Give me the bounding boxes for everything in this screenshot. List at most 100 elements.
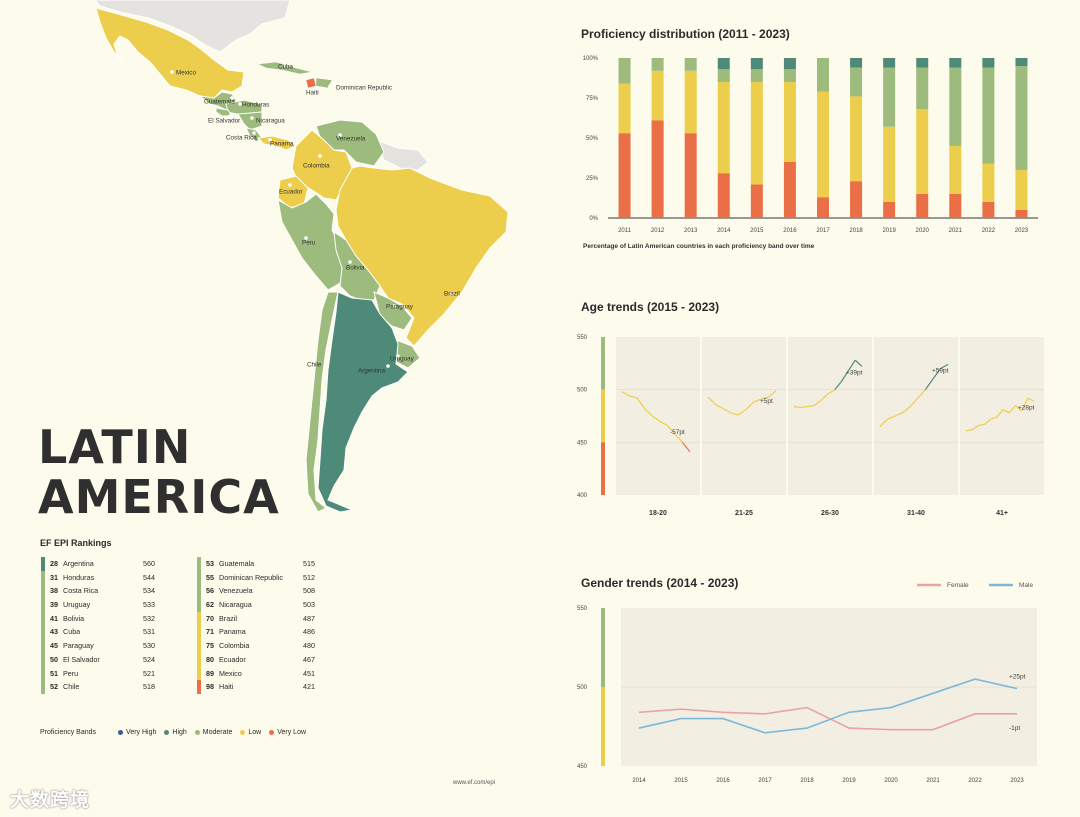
bar-segment-very-low	[949, 194, 962, 218]
age-trend-line-segment	[666, 425, 676, 435]
x-tick-label: 2014	[632, 778, 646, 784]
proficiency-chart-subtitle: Percentage of Latin American countries i…	[583, 243, 815, 250]
age-trend-line-segment	[753, 398, 762, 403]
ranking-row: 43 Cuba 531	[41, 625, 161, 640]
map-label-peru: Peru	[302, 240, 316, 247]
ranking-score: 421	[303, 682, 315, 692]
city-dot-mexico	[170, 70, 174, 74]
legend-item-very-low: Very Low	[269, 729, 306, 736]
country-mexico	[95, 7, 245, 99]
age-trend-line-segment	[834, 380, 843, 391]
city-dot-guatemala	[230, 96, 234, 100]
legend-dot	[118, 729, 124, 735]
ranking-score: 451	[303, 668, 315, 678]
age-trend-line-segment	[629, 395, 638, 399]
legend-dot	[240, 729, 246, 735]
age-group-label: 26-30	[821, 510, 839, 517]
region-title-line-1: LATIN	[38, 420, 192, 474]
ranking-row: 39 Uruguay 533	[41, 598, 161, 612]
age-trend-line-segment	[715, 403, 724, 410]
ranking-number: 62	[206, 600, 214, 610]
map-label-brazil: Brazil	[444, 291, 460, 298]
ranking-row: 28 Argentina 560	[41, 557, 161, 571]
age-trend-line-segment	[965, 429, 973, 432]
map-label-colombia: Colombia	[303, 163, 330, 170]
age-group-label: 41+	[996, 510, 1008, 517]
ranking-number: 43	[50, 627, 58, 637]
ranking-band-bar	[197, 652, 201, 667]
bar-segment-high	[783, 58, 796, 70]
bands-legend-label: Proficiency Bands	[40, 729, 97, 736]
country-argentina	[317, 291, 409, 513]
y-tick-label: 550	[577, 335, 588, 341]
age-trend-line-segment	[887, 415, 896, 420]
ranking-score: 486	[303, 627, 315, 637]
bar-segment-very-low	[750, 184, 763, 218]
map-label-haiti: Haiti	[306, 90, 319, 97]
legend-label: Very High	[126, 729, 157, 736]
ranking-score: 480	[303, 641, 315, 651]
x-tick-label: 2013	[684, 228, 698, 234]
city-dot-haiti	[316, 86, 320, 90]
ranking-band-bar	[41, 680, 45, 694]
latin-america-map: Mexico Cuba Dominican Republic Haiti Guatema…	[94, 0, 509, 513]
ranking-band-bar	[197, 557, 201, 571]
age-delta-label: +39pt	[846, 369, 863, 376]
map-label-bolivia: Bolivia	[346, 265, 365, 272]
x-tick-label: 2011	[618, 228, 632, 234]
map-label-nicaragua: Nicaragua	[256, 118, 285, 125]
country-nicaragua	[237, 111, 263, 131]
age-trend-line-segment	[1027, 397, 1035, 402]
age-trend-line-segment	[841, 370, 849, 382]
city-dot-el-salvador	[228, 114, 232, 118]
ranking-number: 45	[50, 641, 58, 651]
map-label-guatemala: Guatemala	[204, 99, 235, 106]
map-label-chile: Chile	[307, 362, 322, 369]
ranking-score: 467	[303, 654, 315, 664]
bar-segment-moderate	[982, 67, 995, 164]
ranking-country: Venezuela	[219, 586, 253, 596]
map-label-costa-rica: Costa Rica	[226, 135, 257, 142]
age-trend-line-segment	[722, 408, 731, 414]
y-tick-label: 450	[577, 440, 588, 446]
map-label-ecuador: Ecuador	[279, 189, 302, 196]
city-dot-nicaragua	[250, 116, 254, 120]
y-tick-label: 500	[577, 388, 588, 394]
country-haiti	[305, 77, 317, 89]
ranking-band-bar	[197, 598, 201, 612]
age-trend-line-segment	[737, 409, 747, 416]
ranking-band-bar	[41, 639, 45, 653]
footer-url[interactable]: www.ef.com/epi	[453, 780, 496, 786]
bar-segment-moderate	[817, 58, 829, 92]
age-trend-line-segment	[707, 396, 716, 405]
proficiency-strip-segment	[601, 337, 605, 390]
ranking-score: 524	[143, 654, 155, 664]
ranking-country: Nicaragua	[219, 600, 252, 610]
map-label-dominican-republic: Dominican Republic	[336, 85, 392, 92]
ranking-number: 50	[50, 654, 58, 664]
bar-segment-low	[750, 82, 763, 185]
bar-segment-low	[949, 146, 962, 194]
bar-segment-low	[783, 82, 796, 162]
bar-segment-low	[982, 163, 995, 202]
map-label-argentina: Argentina	[358, 368, 385, 375]
bar-segment-moderate	[684, 58, 697, 71]
bar-segment-moderate	[750, 69, 763, 82]
age-delta-label: +5pt	[760, 398, 773, 405]
ranking-row: 55 Dominican Republic 512	[197, 570, 321, 585]
ranking-country: Guatemala	[219, 559, 255, 568]
legend-item-high: High	[164, 729, 187, 736]
city-dot-costa-rica	[252, 131, 256, 135]
proficiency-strip-segment	[601, 442, 605, 495]
ranking-band-bar	[197, 584, 201, 599]
ranking-band-bar	[197, 680, 201, 694]
proficiency-strip-segment	[601, 389, 605, 443]
y-tick-label: 100%	[583, 56, 599, 62]
x-tick-label: 2015	[750, 228, 764, 234]
age-group-label: 31-40	[907, 510, 925, 517]
legend-label: High	[172, 729, 187, 736]
legend-label: Moderate	[202, 729, 233, 736]
proficiency-distribution-chart: 0% 25% 50% 75% 100% 2011 2012 2013 2014 2015 2016 2…	[583, 56, 1038, 234]
ranking-score: 503	[303, 600, 315, 610]
age-trend-line-segment	[814, 399, 822, 406]
